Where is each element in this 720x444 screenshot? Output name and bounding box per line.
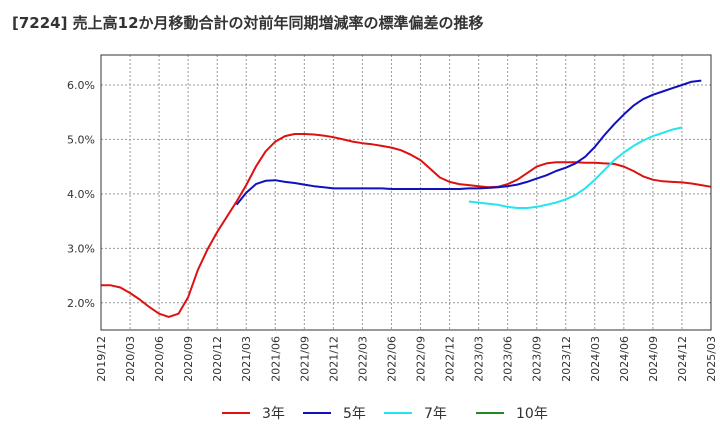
- series-line-3年: [101, 133, 712, 318]
- legend-label: 10年: [516, 406, 548, 422]
- x-tick-label: 2023/12: [560, 336, 573, 382]
- x-tick-label: 2025/03: [705, 336, 718, 382]
- grid-layer: [100, 55, 712, 330]
- y-tick-label: 2.0%: [67, 297, 95, 310]
- x-tick-label: 2021/06: [269, 336, 282, 382]
- y-tick-label: 6.0%: [67, 79, 95, 92]
- series-line-5年: [235, 79, 702, 206]
- x-tick-label: 2023/09: [531, 336, 544, 382]
- x-tick-label: 2021/12: [327, 336, 340, 382]
- x-tick-label: 2019/12: [95, 336, 108, 382]
- x-tick-label: 2023/06: [502, 336, 515, 382]
- y-tick-label: 5.0%: [67, 133, 95, 146]
- y-tick-label: 4.0%: [67, 188, 95, 201]
- series-layer: [101, 79, 712, 318]
- chart-title: [7224] 売上高12か月移動合計の対前年同期増減率の標準偏差の推移: [12, 14, 484, 32]
- series-line-7年: [468, 126, 683, 209]
- x-tick-label: 2022/12: [444, 336, 457, 382]
- legend-label: 5年: [343, 406, 366, 422]
- x-tick-label: 2021/03: [240, 336, 253, 382]
- legend-label: 3年: [262, 406, 285, 422]
- y-axis-ticks: 2.0% 3.0% 4.0% 5.0% 6.0%: [67, 79, 95, 310]
- x-tick-label: 2020/03: [124, 336, 137, 382]
- x-tick-label: 2020/09: [182, 336, 195, 382]
- y-tick-label: 3.0%: [67, 242, 95, 255]
- x-axis-ticks: 2019/12 2020/03 2020/06 2020/09 2020/12 2021/…: [95, 336, 718, 382]
- x-tick-label: 2022/06: [385, 336, 398, 382]
- legend: 3年 5年 7年 10年: [222, 406, 548, 422]
- x-tick-label: 2024/09: [647, 336, 660, 382]
- x-tick-label: 2022/09: [415, 336, 428, 382]
- legend-label: 7年: [424, 406, 447, 422]
- x-tick-label: 2024/06: [618, 336, 631, 382]
- x-tick-label: 2024/03: [589, 336, 602, 382]
- x-tick-label: 2020/06: [153, 336, 166, 382]
- x-tick-label: 2024/12: [676, 336, 689, 382]
- plot-frame: [100, 54, 712, 331]
- x-tick-label: 2020/12: [211, 336, 224, 382]
- x-tick-label: 2023/03: [473, 336, 486, 382]
- x-tick-label: 2022/03: [356, 336, 369, 382]
- x-tick-label: 2021/09: [298, 336, 311, 382]
